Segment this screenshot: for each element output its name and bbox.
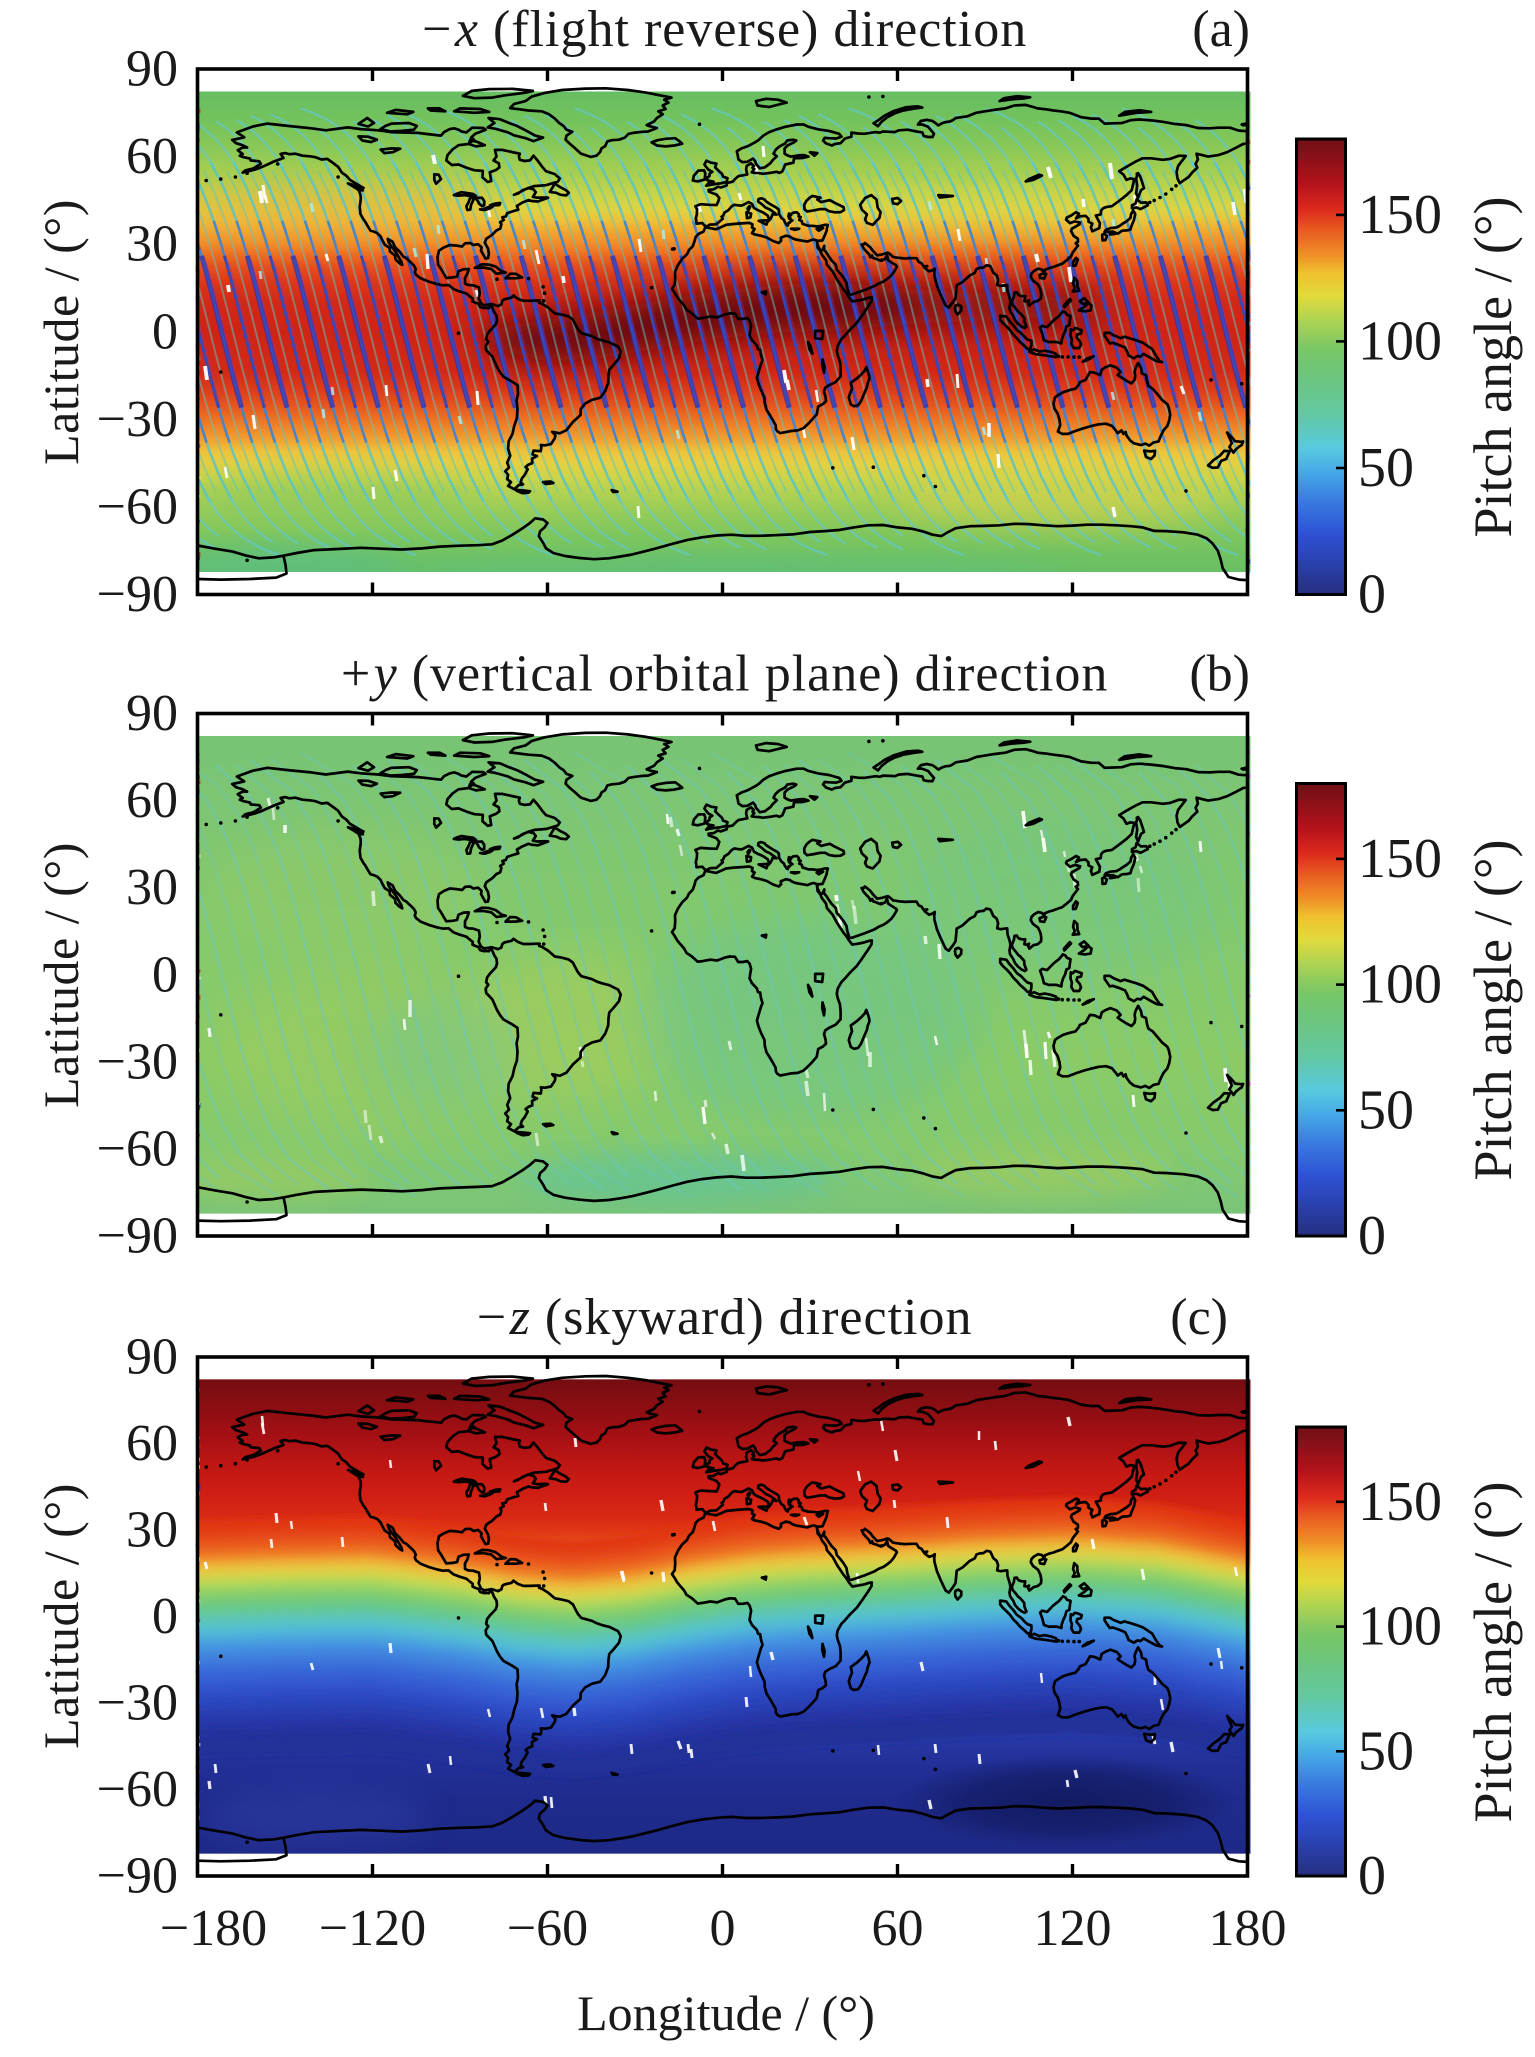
svg-text:0: 0 <box>1358 1845 1386 1907</box>
svg-text:60: 60 <box>872 1900 924 1957</box>
svg-text:−60: −60 <box>97 1120 178 1177</box>
svg-text:60: 60 <box>126 1415 178 1472</box>
svg-text:−30: −30 <box>97 1675 178 1732</box>
svg-text:90: 90 <box>126 41 178 98</box>
svg-text:Latitude / (°): Latitude / (°) <box>33 199 89 465</box>
svg-text:Pitch angle / (°): Pitch angle / (°) <box>1463 839 1523 1180</box>
svg-text:50: 50 <box>1358 1720 1414 1782</box>
svg-text:50: 50 <box>1358 1079 1414 1141</box>
svg-text:−90: −90 <box>97 1208 178 1265</box>
svg-text:30: 30 <box>126 1502 178 1559</box>
svg-text:−90: −90 <box>97 1848 178 1905</box>
svg-text:Latitude / (°): Latitude / (°) <box>33 842 89 1108</box>
svg-text:150: 150 <box>1358 828 1442 890</box>
svg-text:−120: −120 <box>319 1900 426 1957</box>
svg-text:(c): (c) <box>1170 1289 1228 1346</box>
svg-text:Pitch angle / (°): Pitch angle / (°) <box>1463 1481 1523 1822</box>
svg-text:0: 0 <box>152 1588 178 1645</box>
svg-text:−180: −180 <box>160 1900 267 1957</box>
svg-text:120: 120 <box>1034 1900 1112 1957</box>
svg-text:180: 180 <box>1209 1900 1287 1957</box>
svg-text:−x (flight reverse) direction: −x (flight reverse) direction <box>419 1 1027 58</box>
svg-text:−90: −90 <box>97 566 178 623</box>
svg-text:(a): (a) <box>1192 1 1250 58</box>
svg-text:90: 90 <box>126 1329 178 1386</box>
svg-text:(b): (b) <box>1189 646 1250 703</box>
svg-text:+y (vertical orbital plane) di: +y (vertical orbital plane) direction <box>338 646 1109 703</box>
svg-text:150: 150 <box>1358 184 1442 246</box>
svg-text:−z (skyward) direction: −z (skyward) direction <box>474 1289 973 1346</box>
svg-text:60: 60 <box>126 128 178 185</box>
svg-text:Latitude / (°): Latitude / (°) <box>33 1483 89 1749</box>
svg-text:−30: −30 <box>97 1033 178 1090</box>
svg-text:100: 100 <box>1358 1596 1442 1658</box>
svg-text:30: 30 <box>126 859 178 916</box>
svg-text:90: 90 <box>126 685 178 742</box>
svg-text:0: 0 <box>1358 564 1386 626</box>
svg-text:−60: −60 <box>97 1761 178 1818</box>
svg-text:30: 30 <box>126 216 178 273</box>
svg-text:0: 0 <box>1358 1205 1386 1267</box>
svg-text:−60: −60 <box>97 478 178 535</box>
svg-text:0: 0 <box>152 303 178 360</box>
svg-text:−60: −60 <box>507 1900 588 1957</box>
svg-text:0: 0 <box>152 946 178 1003</box>
svg-text:60: 60 <box>126 772 178 829</box>
svg-text:−30: −30 <box>97 391 178 448</box>
svg-text:100: 100 <box>1358 310 1442 372</box>
svg-text:50: 50 <box>1358 437 1414 499</box>
svg-text:100: 100 <box>1358 954 1442 1016</box>
svg-text:150: 150 <box>1358 1471 1442 1533</box>
svg-text:0: 0 <box>710 1900 736 1957</box>
svg-text:Longitude / (°): Longitude / (°) <box>577 1985 875 2041</box>
svg-text:Pitch angle / (°): Pitch angle / (°) <box>1463 196 1523 537</box>
